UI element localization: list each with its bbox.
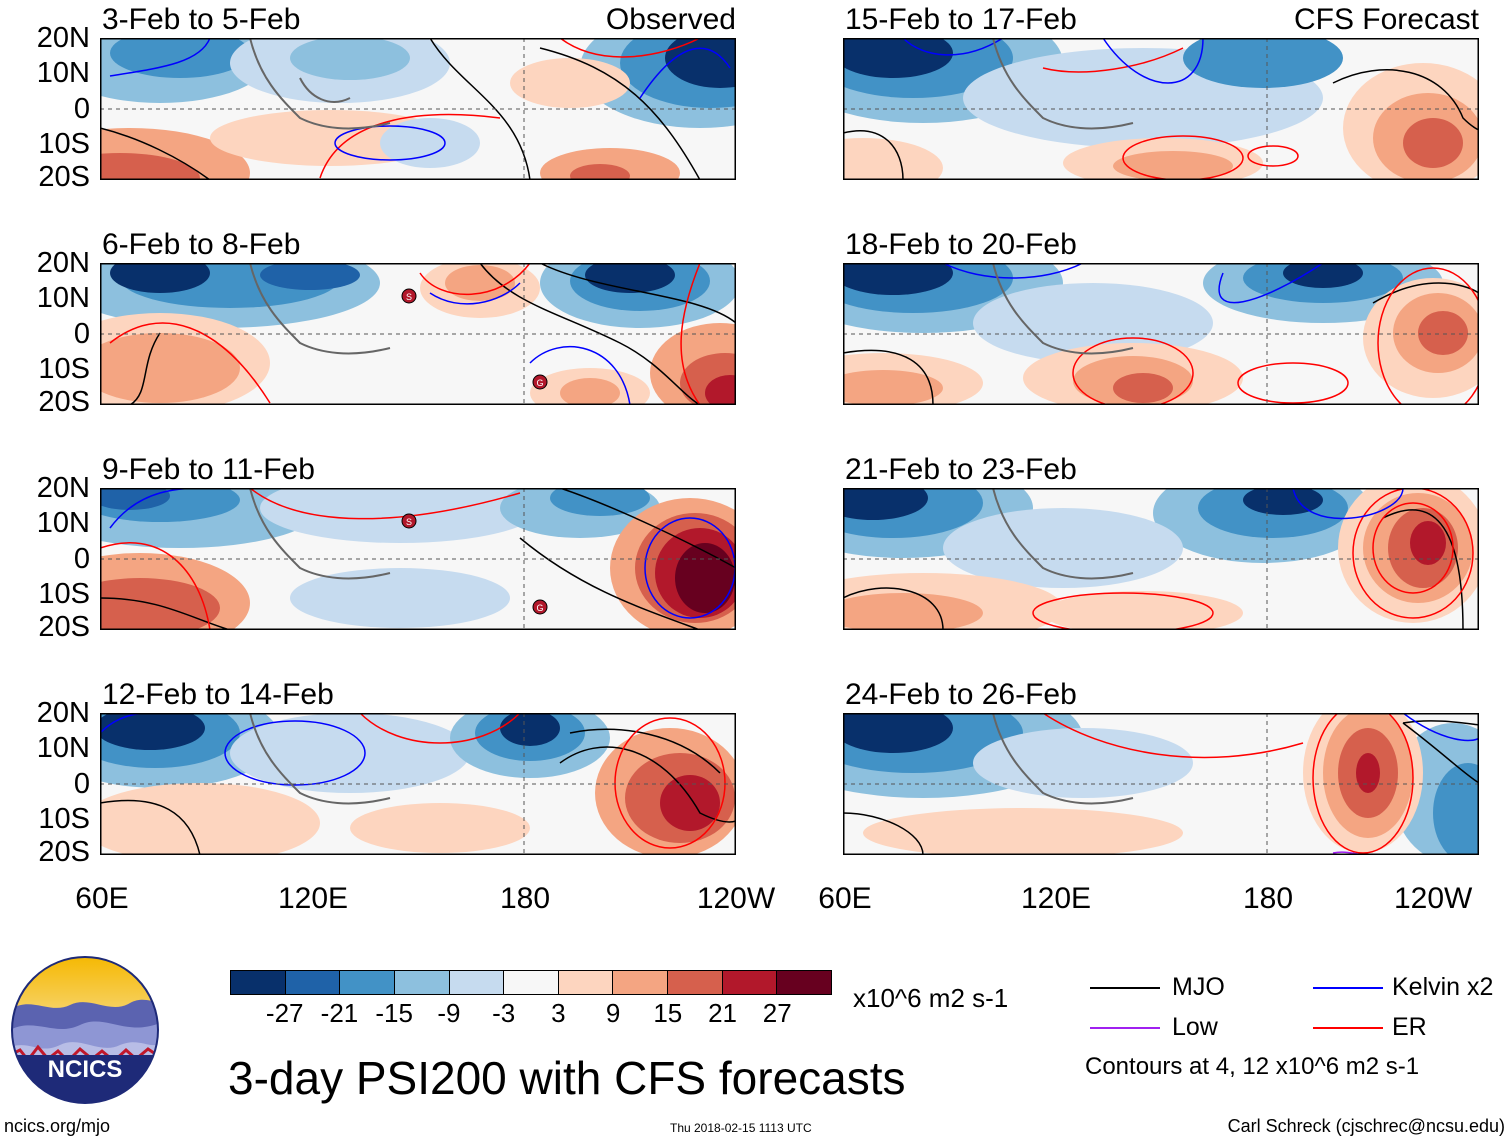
legend-swatch	[1090, 987, 1160, 989]
panel-title: 9-Feb to 11-Feb	[102, 453, 315, 486]
legend-label: ER	[1392, 1013, 1427, 1041]
legend-swatch	[1313, 1027, 1383, 1029]
map-panel	[100, 713, 736, 855]
map-panel	[843, 38, 1479, 180]
lat-label: 10S	[38, 128, 90, 160]
svg-text:S: S	[406, 517, 412, 527]
panel-title: 3-Feb to 5-Feb	[102, 3, 301, 36]
lat-label: 0	[73, 543, 90, 575]
lat-label: 20N	[36, 247, 90, 279]
panel-tag-observed: Observed	[605, 3, 736, 36]
colorbar-swatch	[667, 971, 722, 994]
lon-label: 120E	[277, 882, 349, 915]
footer-credit: Carl Schreck (cjschrec@ncsu.edu)	[1227, 1116, 1505, 1136]
panel-title: 15-Feb to 17-Feb	[845, 3, 1077, 36]
map-panel	[100, 38, 736, 180]
colorbar	[230, 970, 832, 995]
lat-label: 0	[73, 318, 90, 350]
storm-marker: G	[532, 599, 548, 615]
panel-tag-forecast: CFS Forecast	[1293, 3, 1479, 36]
colorbar-tick-label: -3	[492, 998, 516, 1028]
lon-label: 60E	[818, 882, 872, 915]
lat-label: 10S	[38, 353, 90, 385]
lat-label: 20S	[38, 386, 90, 418]
lon-label: 180	[499, 882, 551, 915]
map-panel	[843, 713, 1479, 855]
svg-text:G: G	[536, 378, 543, 388]
colorbar-tick-label: -27	[265, 998, 304, 1028]
lon-label: 180	[1242, 882, 1294, 915]
colorbar-ticks: -27 -21 -15 -9 -3 3 9 15 21 27	[230, 1000, 832, 1030]
lon-label: 120W	[696, 882, 776, 915]
lat-label: 20S	[38, 161, 90, 193]
legend-swatch	[1090, 1027, 1160, 1029]
lat-label: 10N	[36, 57, 90, 89]
colorbar-tick-label: 15	[653, 998, 683, 1028]
storm-marker: G	[532, 374, 548, 390]
panel-title: 18-Feb to 20-Feb	[845, 228, 1077, 261]
colorbar-swatch	[776, 971, 832, 994]
panel-title: 24-Feb to 26-Feb	[845, 678, 1077, 711]
colorbar-swatch	[503, 971, 558, 994]
colorbar-swatch	[721, 971, 777, 994]
colorbar-tick-label: 21	[708, 998, 737, 1028]
panel-title: 6-Feb to 8-Feb	[102, 228, 301, 261]
footer-url[interactable]: ncics.org/mjo	[4, 1116, 111, 1136]
colorbar-tick-label: -9	[437, 998, 461, 1028]
colorbar-tick-label: -15	[375, 998, 413, 1028]
colorbar-swatch	[557, 971, 613, 994]
main-title: 3-day PSI200 with CFS forecasts	[228, 1052, 906, 1104]
legend-swatch	[1313, 987, 1383, 989]
legend-label: Kelvin x2	[1392, 973, 1494, 1001]
lat-label: 20N	[36, 22, 90, 54]
colorbar-swatch	[339, 971, 394, 994]
legend-label: MJO	[1172, 973, 1225, 1001]
colorbar-tick-label: 27	[762, 998, 792, 1028]
lat-label: 10N	[36, 732, 90, 764]
panel-title: 12-Feb to 14-Feb	[102, 678, 334, 711]
lat-label: 20S	[38, 836, 90, 868]
map-panel	[843, 263, 1479, 405]
lon-label: 120E	[1020, 882, 1092, 915]
legend-label: Low	[1172, 1013, 1218, 1041]
map-panel: S G	[100, 488, 736, 630]
lat-label: 10N	[36, 282, 90, 314]
lon-label: 60E	[75, 882, 129, 915]
colorbar-tick-label: -21	[320, 998, 359, 1028]
lat-label: 20N	[36, 697, 90, 729]
storm-marker: S	[401, 288, 417, 304]
lat-label: 20S	[38, 611, 90, 643]
colorbar-swatch	[448, 971, 504, 994]
colorbar-swatch	[612, 971, 668, 994]
map-panel	[843, 488, 1479, 630]
lat-label: 0	[73, 93, 90, 125]
lat-label: 10S	[38, 803, 90, 835]
logo-text: NCICS	[48, 1056, 123, 1083]
lat-label: 10N	[36, 507, 90, 539]
svg-text:G: G	[536, 603, 543, 613]
lat-label: 0	[73, 768, 90, 800]
footer-timestamp: Thu 2018-02-15 1113 UTC	[670, 1121, 812, 1135]
map-panel: S G	[100, 263, 736, 405]
colorbar-swatch	[231, 971, 285, 994]
colorbar-tick-label: 3	[551, 998, 566, 1028]
svg-text:S: S	[406, 292, 412, 302]
colorbar-tick-label: 9	[605, 998, 621, 1028]
lat-label: 10S	[38, 578, 90, 610]
colorbar-units: x10^6 m2 s-1	[853, 983, 1009, 1013]
lat-label: 20N	[36, 472, 90, 504]
contours-note: Contours at 4, 12 x10^6 m2 s-1	[1085, 1053, 1420, 1080]
lon-label: 120W	[1394, 884, 1473, 914]
colorbar-swatch	[393, 971, 449, 994]
storm-marker: S	[401, 513, 417, 529]
colorbar-swatch	[284, 971, 340, 994]
ncics-logo: NCICS	[10, 955, 160, 1105]
panel-title: 21-Feb to 23-Feb	[845, 453, 1077, 486]
